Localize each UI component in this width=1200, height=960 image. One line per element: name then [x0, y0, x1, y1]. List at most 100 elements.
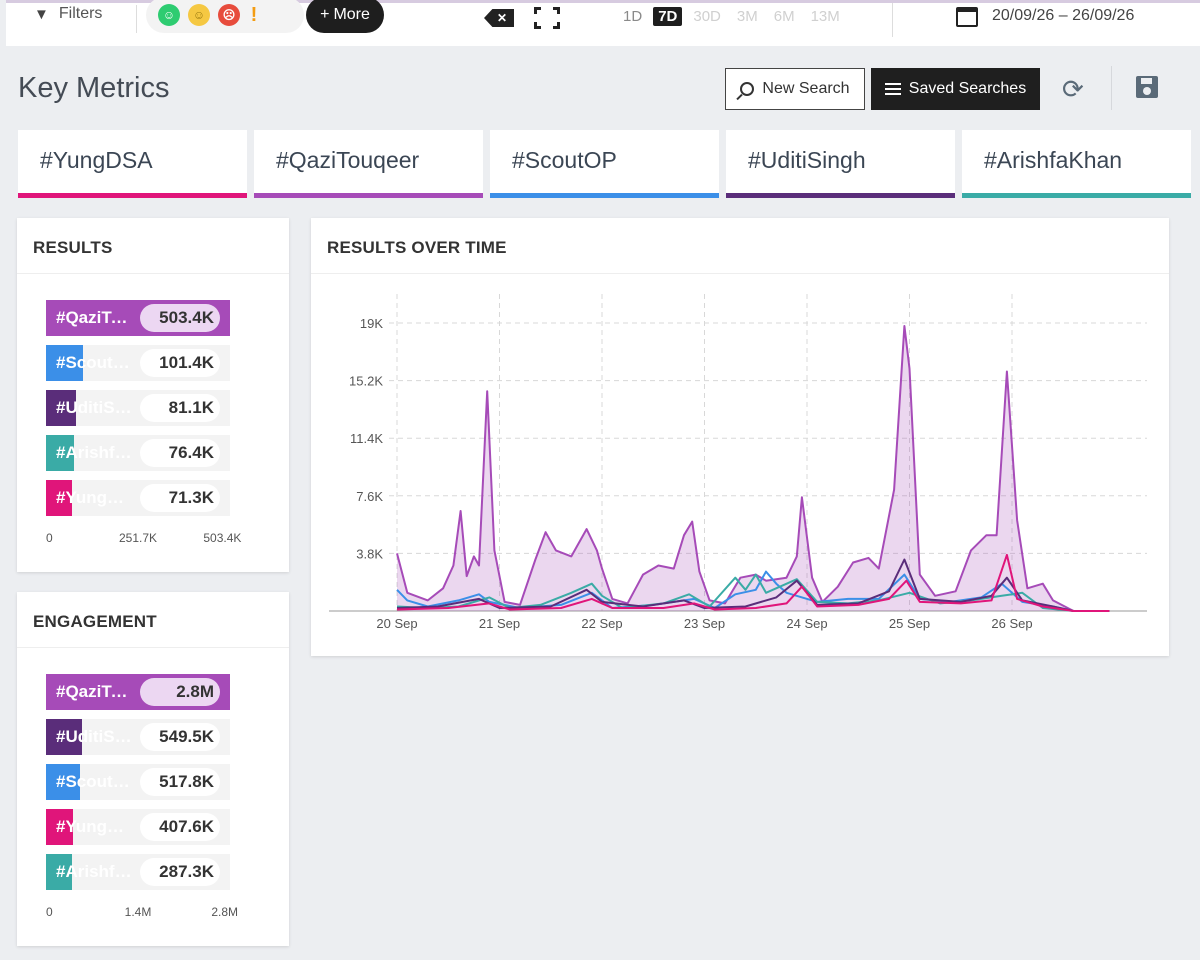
axis-tick-label: 0	[46, 531, 53, 545]
tab-scoutop[interactable]: #ScoutOP	[490, 130, 719, 198]
bar-row[interactable]: #ScoutOP 101.4K	[46, 345, 230, 381]
x-tick-label: 21 Sep	[479, 616, 520, 631]
y-tick-label: 11.4K	[350, 431, 383, 446]
bar-fill	[46, 345, 84, 381]
hashtag-tabs: #YungDSA #QaziTouqeer #ScoutOP #UditiSingh #…	[18, 130, 1200, 198]
bar-value: 101.4K	[140, 349, 220, 377]
list-icon	[884, 83, 901, 95]
bar-label: #UditiSingh	[56, 727, 132, 746]
series-line-yungdsa	[396, 553, 1110, 612]
bar-label: #YungDSA	[56, 488, 132, 507]
bar-value: 287.3K	[140, 858, 220, 886]
engagement-card: ENGAGEMENT #QaziTouqeer 2.8M #UditiSingh 54…	[17, 592, 289, 946]
bar-label: #YungDSA	[56, 817, 132, 836]
results-over-time-chart: 3.8K 7.6K 11.4K 15.2K 19K 20 Sep 21 Sep 22 Sep 2…	[329, 294, 1147, 631]
x-tick-label: 24 Sep	[786, 616, 827, 631]
results-over-time-card: RESULTS OVER TIME 3.8K 7.6K 11.4K 15.2K 19K 2…	[311, 218, 1169, 656]
card-title: RESULTS	[33, 238, 113, 257]
exclamation-icon[interactable]: !	[250, 3, 258, 26]
filters-label: Filters	[58, 5, 103, 22]
refresh-icon[interactable]: ⟳	[1062, 74, 1084, 104]
saved-searches-button[interactable]: Saved Searches	[871, 68, 1040, 110]
y-tick-label: 3.8K	[356, 546, 383, 561]
bar-label: #ArishfaKhan	[56, 443, 132, 462]
bar-value: 2.8M	[140, 678, 220, 706]
series-line-scoutop	[396, 570, 1110, 612]
range-3m: 3M	[736, 8, 758, 25]
tab-yungdsa[interactable]: #YungDSA	[18, 130, 247, 198]
sentiment-filter: ☺ ☺ ☹ !	[146, 0, 304, 33]
tab-arishfakhan[interactable]: #ArishfaKhan	[962, 130, 1191, 198]
filter-bar: ▼ Filters ☺ ☺ ☹ ! + More ✕ 1D 7D 30D 3M 6M 13…	[6, 0, 1200, 46]
bar-row[interactable]: #YungDSA 407.6K	[46, 809, 230, 845]
bar-row[interactable]: #QaziTouqeer 2.8M	[46, 674, 230, 710]
bar-label: #UditiSingh	[56, 398, 132, 417]
neutral-face-icon[interactable]: ☺	[188, 4, 210, 26]
results-card: RESULTS #QaziTouqeer 503.4K #ScoutOP 101.4K…	[17, 218, 289, 572]
range-1d[interactable]: 1D	[623, 8, 643, 25]
bar-row[interactable]: #UditiSingh 81.1K	[46, 390, 230, 426]
tab-qazitouqeer[interactable]: #QaziTouqeer	[254, 130, 483, 198]
clear-filters-icon[interactable]: ✕	[484, 9, 514, 27]
range-30d: 30D	[693, 8, 721, 25]
fullscreen-icon[interactable]	[534, 7, 560, 29]
bar-value: 76.4K	[140, 439, 220, 467]
axis-tick-label: 251.7K	[118, 531, 158, 545]
search-icon	[740, 82, 755, 96]
bar-value: 71.3K	[140, 484, 220, 512]
page-title: Key Metrics	[18, 72, 170, 104]
tab-uditisingh[interactable]: #UditiSingh	[726, 130, 955, 198]
divider	[136, 5, 137, 33]
date-range[interactable]: 20/09/26 – 26/09/26	[992, 7, 1135, 24]
axis-tick-label: 1.4M	[124, 905, 152, 919]
bar-row[interactable]: #YungDSA 71.3K	[46, 480, 230, 516]
happy-face-icon[interactable]: ☺	[158, 4, 180, 26]
bar-fill	[46, 390, 76, 426]
time-range-selector: 1D 7D 30D 3M 6M 13M	[618, 7, 845, 26]
x-tick-label: 26 Sep	[991, 616, 1032, 631]
series-area-qazitouqeer	[397, 326, 1110, 611]
y-tick-label: 7.6K	[356, 489, 383, 504]
y-tick-label: 19K	[360, 316, 383, 331]
x-tick-label: 20 Sep	[376, 616, 417, 631]
bar-row[interactable]: #ArishfaKhan 287.3K	[46, 854, 230, 890]
bar-fill	[46, 480, 73, 516]
more-filters-button[interactable]: + More	[306, 0, 384, 33]
x-tick-label: 22 Sep	[581, 616, 622, 631]
divider	[892, 3, 893, 37]
bar-value: 517.8K	[140, 768, 220, 796]
bar-row[interactable]: #ArishfaKhan 76.4K	[46, 435, 230, 471]
bar-label: #ScoutOP	[56, 353, 132, 372]
bar-fill	[46, 764, 81, 800]
funnel-icon: ▼	[34, 5, 49, 23]
card-title: ENGAGEMENT	[33, 612, 157, 631]
bar-fill	[46, 435, 74, 471]
axis-tick-label: 2.8M	[211, 905, 239, 919]
series-line-arishfakhan	[396, 573, 1110, 612]
calendar-icon[interactable]	[956, 7, 978, 27]
series-line-uditisingh	[396, 558, 1110, 612]
y-tick-label: 15.2K	[349, 374, 383, 389]
chart-title: RESULTS OVER TIME	[327, 238, 507, 257]
x-tick-label: 23 Sep	[684, 616, 725, 631]
range-6m: 6M	[773, 8, 795, 25]
bar-label: #QaziTouqeer	[56, 682, 132, 701]
bar-value: 549.5K	[140, 723, 220, 751]
divider	[1111, 66, 1112, 110]
new-search-button[interactable]: New Search	[725, 68, 865, 110]
save-icon[interactable]	[1136, 76, 1158, 98]
bar-value: 503.4K	[140, 304, 220, 332]
axis-tick-label: 0	[46, 905, 53, 919]
x-tick-label: 25 Sep	[889, 616, 930, 631]
bar-label: #QaziTouqeer	[56, 308, 132, 327]
bar-value: 81.1K	[140, 394, 220, 422]
range-7d[interactable]: 7D	[653, 7, 683, 26]
sad-face-icon[interactable]: ☹	[218, 4, 240, 26]
bar-row[interactable]: #UditiSingh 549.5K	[46, 719, 230, 755]
bar-row[interactable]: #QaziTouqeer 503.4K	[46, 300, 230, 336]
filters-button[interactable]: ▼ Filters	[34, 5, 102, 23]
bar-fill	[46, 854, 72, 890]
range-13m: 13M	[810, 8, 840, 25]
axis-tick-label: 503.4K	[203, 531, 242, 545]
bar-row[interactable]: #ScoutOP 517.8K	[46, 764, 230, 800]
